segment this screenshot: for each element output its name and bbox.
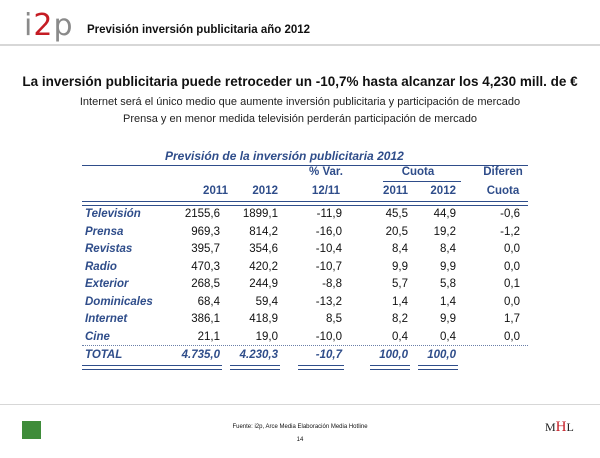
cell-var: 8,5 (326, 313, 342, 325)
cell-diferen-cuota: -1,2 (500, 225, 520, 238)
header-cuota-2011: 2011 (383, 185, 408, 197)
cell-2011: 470,3 (191, 260, 220, 273)
cell-cuota-2011: 45,5 (385, 208, 408, 220)
cell-var: -10,4 (315, 243, 342, 255)
cell-diferen-cuota: 0,1 (504, 278, 520, 290)
subheadline-2: Prensa y en menor medida televisión perd… (122, 113, 478, 125)
cell-2012: 1899,1 (242, 208, 278, 220)
cell-cuota-2012: 0,4 (440, 330, 456, 343)
cell-diferen-cuota: 0,0 (504, 243, 520, 255)
cell-2012: 59,4 (255, 295, 278, 308)
cell-2011: 268,5 (191, 278, 220, 290)
cell-cuota-2012: 9,9 (440, 260, 456, 273)
i2p-logo: i2p (24, 8, 74, 43)
cell-diferen-cuota: 1,7 (504, 313, 520, 325)
total-underline-2011 (174, 365, 222, 370)
header-2011: 2011 (203, 185, 228, 197)
subheadline-1: Internet será el único medio que aumente… (79, 96, 521, 108)
cell-2012: 244,9 (249, 278, 278, 290)
cell-diferen-cuota: 0,0 (504, 295, 520, 308)
cell-2012: 420,2 (249, 260, 278, 273)
header-cuota-2012: 2012 (430, 185, 456, 197)
header-12-11: 12/11 (311, 185, 341, 197)
slide-header: i2p Previsión inversión publicitaria año… (0, 0, 600, 46)
cell-diferen-cuota: 0,0 (504, 330, 520, 343)
cell-cuota-2011: 0,4 (392, 330, 408, 343)
cell-cuota-2011: 8,2 (392, 313, 408, 325)
row-label: Cine (85, 330, 110, 343)
cell-2011: 395,7 (191, 243, 220, 255)
row-label: Exterior (85, 278, 129, 290)
total-underline-cuota-2011 (370, 365, 410, 370)
footer-rule (0, 404, 600, 405)
cell-cuota-2011: 9,9 (392, 260, 408, 273)
cell-cuota-2012: 8,4 (440, 243, 456, 255)
total-var: -10,7 (315, 349, 342, 361)
cell-cuota-2011: 8,4 (392, 243, 408, 255)
header-diferen: Diferen (483, 166, 523, 178)
total-cuota-2012: 100,0 (427, 349, 456, 361)
cuota-rule (383, 181, 461, 182)
cell-2012: 814,2 (249, 225, 278, 238)
cell-var: -11,9 (316, 208, 342, 220)
table-top-rule (82, 165, 528, 166)
cell-cuota-2012: 1,4 (440, 295, 456, 308)
total-2012: 4.230,3 (239, 349, 278, 361)
headline: La inversión publicitaria puede retroced… (22, 74, 578, 89)
cell-cuota-2012: 5,8 (440, 278, 456, 290)
source-note: Fuente: i2p, Arce Media Elaboración Medi… (232, 424, 368, 430)
header-diferen-cuota: Cuota (486, 185, 520, 197)
total-label: TOTAL (85, 349, 123, 361)
header-cuota: Cuota (401, 166, 435, 178)
row-label: Radio (85, 260, 117, 273)
cell-cuota-2011: 1,4 (392, 295, 408, 308)
media-hotline-logo: MHL (545, 419, 574, 435)
total-underline-cuota-2012 (418, 365, 458, 370)
cell-cuota-2012: 44,9 (433, 208, 456, 220)
cell-2011: 386,1 (191, 313, 220, 325)
cell-var: -10,7 (315, 260, 342, 273)
cell-var: -8,8 (322, 278, 342, 290)
cell-2011: 21,1 (197, 330, 220, 343)
total-underline-2012 (230, 365, 280, 370)
header-2012: 2012 (252, 185, 278, 197)
total-2011: 4.735,0 (181, 349, 220, 361)
row-label: Televisión (85, 208, 141, 220)
header-var: % Var. (309, 166, 343, 178)
total-underline-label (82, 365, 192, 370)
cell-var: -16,0 (315, 225, 342, 238)
row-label: Prensa (85, 225, 124, 238)
cell-var: -13,2 (315, 295, 342, 308)
table-title: Previsión de la inversión publicitaria 2… (165, 149, 404, 163)
row-label: Internet (85, 313, 128, 325)
cell-2011: 2155,6 (184, 208, 220, 220)
cell-diferen-cuota: -0,6 (500, 208, 520, 220)
cell-2012: 418,9 (249, 313, 278, 325)
cell-2012: 354,6 (249, 243, 278, 255)
header-title: Previsión inversión publicitaria año 201… (87, 24, 311, 36)
cell-var: -10,0 (315, 330, 342, 343)
cell-diferen-cuota: 0,0 (504, 260, 520, 273)
cell-2012: 19,0 (255, 330, 278, 343)
arce-media-logo (22, 421, 41, 439)
header-double-rule (82, 201, 528, 206)
row-label: Dominicales (85, 295, 153, 308)
cell-cuota-2012: 9,9 (440, 313, 456, 325)
cell-2011: 969,3 (191, 225, 220, 238)
total-cuota-2011: 100,0 (379, 349, 408, 361)
page-number: 14 (296, 437, 304, 443)
cell-cuota-2011: 20,5 (385, 225, 408, 238)
cell-2011: 68,4 (197, 295, 220, 308)
total-underline-var (298, 365, 344, 370)
total-top-rule (82, 345, 528, 346)
cell-cuota-2011: 5,7 (392, 278, 408, 290)
row-label: Revistas (85, 243, 133, 255)
cell-cuota-2012: 19,2 (433, 225, 456, 238)
